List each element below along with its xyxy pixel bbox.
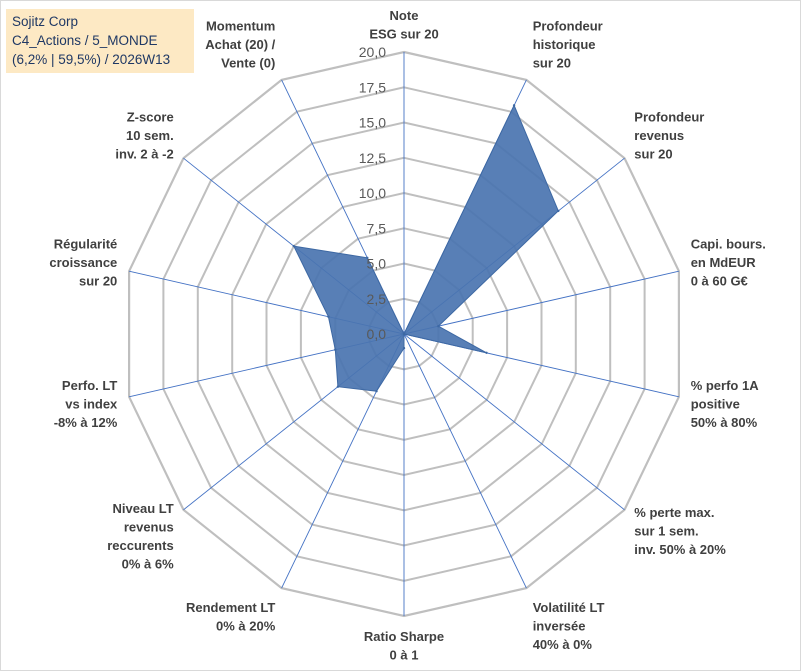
axis-label-5: % perte max. sur 1 sem. inv. 50% à 20% (634, 505, 726, 557)
data-point-2 (557, 209, 560, 213)
axis-label-line: positive (691, 396, 740, 411)
axis-label-6: Volatilité LT inversée 40% à 0% (533, 600, 605, 652)
axis-label-line: inv. 50% à 20% (634, 542, 726, 557)
axis-label-9: Niveau LT revenus reccurents 0% à 6% (107, 501, 174, 572)
axis-label-line: Capi. bours. (691, 237, 766, 252)
axis-label-line: Perfo. LT (62, 378, 117, 393)
company-name: Sojitz Corp (12, 14, 79, 29)
axis-label-line: Note (390, 8, 419, 23)
radar-series (292, 104, 560, 393)
axis-label-8: Rendement LT 0% à 20% (186, 600, 276, 634)
data-point-13 (366, 256, 369, 259)
axis-label-line: 50% à 80% (691, 415, 758, 430)
axis-label-line: Momentum (206, 18, 275, 33)
data-point-11 (327, 315, 330, 318)
portfolio-name: C4_Actions / 5_MONDE (12, 33, 158, 48)
tick-label-2: 5,0 (367, 256, 387, 272)
axis-label-line: historique (533, 37, 596, 52)
axis-label-line: revenus (634, 128, 684, 143)
data-point-8 (375, 390, 378, 393)
tick-label-1: 2,5 (367, 291, 387, 307)
axis-label-line: 10 sem. (126, 128, 174, 143)
axis-label-line: revenus (124, 519, 174, 534)
axis-label-1: Profondeur historique sur 20 (533, 18, 603, 70)
axis-label-3: Capi. bours. en MdEUR 0 à 60 G€ (691, 237, 766, 289)
axis-label-line: Z-score (127, 110, 174, 125)
axis-label-line: croissance (49, 255, 117, 270)
axis-label-line: 0 à 1 (390, 648, 419, 663)
axis-label-line: Profondeur (533, 18, 603, 33)
axis-label-line: Vente (0) (221, 55, 275, 70)
tick-label-3: 7,5 (367, 220, 387, 236)
axis-label-line: Niveau LT (113, 501, 174, 516)
tick-label-6: 15,0 (359, 115, 386, 131)
data-point-6 (402, 332, 406, 336)
axis-label-line: en MdEUR (691, 255, 757, 270)
axis-label-line: % perte max. (634, 505, 714, 520)
axis-label-line: 0 à 60 G€ (691, 274, 748, 289)
axis-label-4: % perfo 1A positive 50% à 80% (691, 378, 760, 430)
data-point-3 (437, 325, 440, 328)
spoke-5 (403, 333, 625, 511)
data-point-10 (334, 348, 337, 351)
axis-label-line: reccurents (107, 538, 173, 553)
axis-label-line: 0% à 20% (216, 619, 276, 634)
tick-label-7: 17,5 (359, 79, 386, 95)
data-point-12 (292, 244, 295, 248)
data-point-7 (402, 346, 406, 350)
tick-label-4: 10,0 (359, 185, 386, 201)
radial-tick-labels: 0,0 2,5 5,0 7,5 10,0 12,5 15,0 17,5 20,0 (359, 44, 386, 342)
axis-label-line: Ratio Sharpe (364, 629, 444, 644)
axis-label-12: Z-score 10 sem. inv. 2 à -2 (115, 110, 173, 162)
axis-label-7: Ratio Sharpe 0 à 1 (364, 629, 444, 663)
tick-label-0: 0,0 (367, 326, 387, 342)
axis-label-line: ESG sur 20 (369, 27, 438, 42)
data-point-4 (485, 351, 488, 354)
spoke-6 (403, 333, 527, 589)
tick-label-5: 12,5 (359, 150, 386, 166)
axis-label-line: sur 20 (634, 147, 672, 162)
tick-label-8: 20,0 (359, 44, 386, 60)
portfolio-stats: (6,2% | 59,5%) / 2026W13 (12, 52, 171, 67)
axis-label-11: Régularité croissance sur 20 (49, 237, 117, 289)
axis-label-line: inv. 2 à -2 (115, 147, 173, 162)
axis-label-line: Rendement LT (186, 600, 275, 615)
series-area (292, 104, 559, 392)
data-point-1 (512, 104, 516, 107)
axis-label-13: Momentum Achat (20) / Vente (0) (205, 18, 275, 70)
category-labels: Note ESG sur 20 Profondeur historique sur 20… (49, 8, 765, 663)
axis-label-0: Note ESG sur 20 (369, 8, 438, 42)
data-point-9 (336, 385, 340, 388)
axis-label-line: Achat (20) / (205, 37, 275, 52)
axis-label-line: sur 20 (533, 55, 571, 70)
axis-label-line: Profondeur (634, 110, 704, 125)
axis-label-line: Régularité (54, 237, 118, 252)
axis-label-line: sur 20 (79, 274, 117, 289)
axis-label-line: % perfo 1A (691, 378, 760, 393)
axis-label-line: -8% à 12% (54, 415, 118, 430)
axis-label-2: Profondeur revenus sur 20 (634, 110, 704, 162)
axis-label-line: Volatilité LT (533, 600, 605, 615)
axis-label-10: Perfo. LT vs index -8% à 12% (54, 378, 118, 430)
spoke-3 (403, 270, 680, 335)
axis-label-line: 40% à 0% (533, 637, 593, 652)
axis-label-line: 0% à 6% (122, 556, 174, 571)
info-box: Sojitz Corp C4_Actions / 5_MONDE (6,2% |… (6, 9, 194, 73)
axis-label-line: vs index (65, 396, 118, 411)
axis-label-line: sur 1 sem. (634, 523, 698, 538)
axis-label-line: inversée (533, 619, 586, 634)
